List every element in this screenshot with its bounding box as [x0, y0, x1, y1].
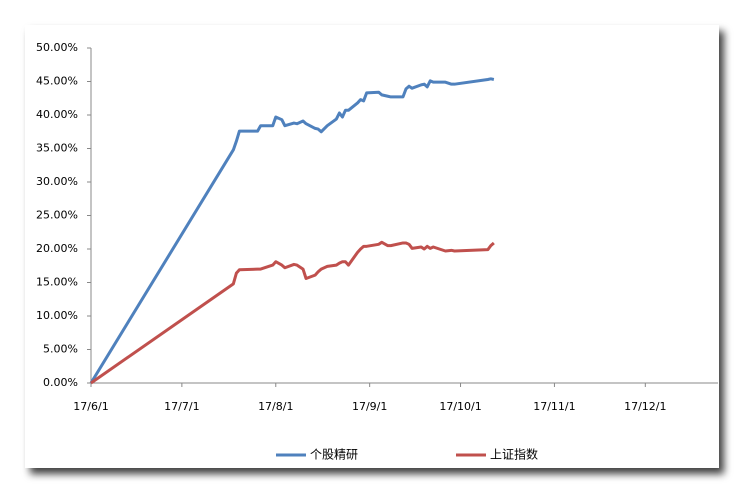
x-tick-label: 17/12/1	[624, 400, 666, 413]
x-tick-label: 17/6/1	[73, 400, 108, 413]
y-tick-label: 30.00%	[36, 175, 78, 188]
legend-label: 个股精研	[310, 448, 358, 462]
x-tick-label: 17/10/1	[439, 400, 481, 413]
y-tick-label: 50.00%	[36, 41, 78, 54]
y-tick-label: 10.00%	[36, 309, 78, 322]
y-tick-label: 5.00%	[43, 343, 78, 356]
y-tick-label: 25.00%	[36, 209, 78, 222]
x-tick-label: 17/8/1	[258, 400, 293, 413]
y-tick-label: 20.00%	[36, 242, 78, 255]
legend-label: 上证指数	[490, 447, 538, 462]
x-tick-label: 17/7/1	[164, 400, 199, 413]
y-tick-label: 40.00%	[36, 108, 78, 121]
y-tick-label: 35.00%	[36, 142, 78, 155]
y-tick-label: 45.00%	[36, 75, 78, 88]
series-line	[89, 77, 495, 384]
x-tick-label: 17/11/1	[533, 400, 575, 413]
y-tick-label: 15.00%	[36, 276, 78, 289]
y-tick-label: 0.00%	[43, 376, 78, 389]
x-tick-label: 17/9/1	[352, 400, 387, 413]
series-line	[90, 240, 495, 385]
